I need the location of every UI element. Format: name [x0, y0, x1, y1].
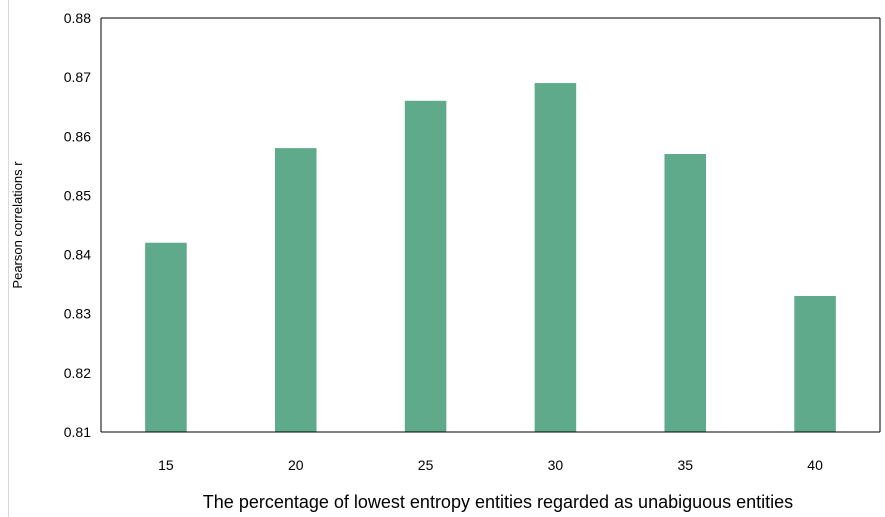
- y-tick-label: 0.87: [64, 69, 91, 85]
- x-tick-label: 20: [288, 457, 304, 473]
- y-tick-label: 0.88: [64, 10, 91, 26]
- x-axis-title: The percentage of lowest entropy entitie…: [203, 492, 793, 512]
- x-tick-label: 25: [418, 457, 434, 473]
- bar: [664, 154, 707, 432]
- x-tick-labels: 15 20 25 30 35 40: [158, 457, 823, 473]
- bar: [145, 242, 187, 432]
- y-tick-label: 0.81: [64, 424, 91, 440]
- y-tick-label: 0.83: [64, 306, 91, 322]
- y-axis-title: Pearson correlations r: [10, 161, 25, 289]
- x-tick-label: 40: [807, 457, 823, 473]
- bar: [794, 295, 836, 432]
- bar: [404, 100, 447, 433]
- y-tick-labels: 0.81 0.82 0.83 0.84 0.85 0.86 0.87 0.88: [64, 10, 91, 440]
- bar: [534, 83, 577, 433]
- x-tick-label: 30: [548, 457, 564, 473]
- y-tick-label: 0.86: [64, 128, 91, 144]
- x-tick-label: 35: [677, 457, 693, 473]
- y-tick-label: 0.84: [64, 247, 91, 263]
- bars-group: [145, 83, 836, 433]
- y-tick-label: 0.85: [64, 187, 91, 203]
- bar: [274, 148, 317, 432]
- x-tick-label: 15: [158, 457, 174, 473]
- y-tick-label: 0.82: [64, 365, 91, 381]
